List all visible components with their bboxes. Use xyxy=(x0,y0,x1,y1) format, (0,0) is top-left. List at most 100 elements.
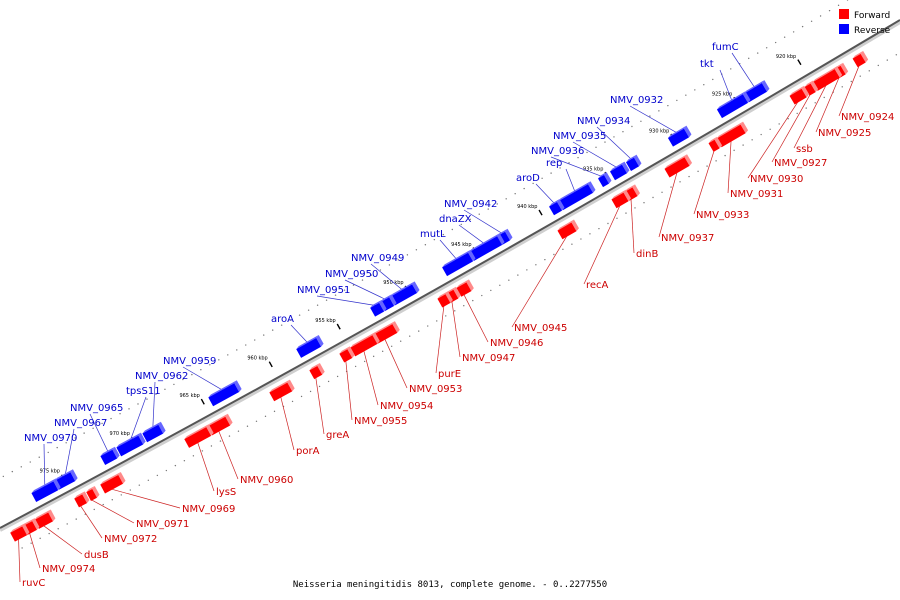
label-nmv-0955: NMV_0955 xyxy=(354,416,407,427)
gene-nmv-0965 xyxy=(100,446,120,465)
leader-nmv-0947 xyxy=(451,301,461,358)
leader-nmv-0971 xyxy=(91,499,135,524)
leader-nmv-0953 xyxy=(384,338,408,389)
kbp-label: 940 kbp xyxy=(517,204,537,210)
rail-dot xyxy=(553,253,555,256)
rail-dot xyxy=(236,349,238,351)
rail-dot xyxy=(841,86,843,88)
rail-dot xyxy=(846,0,849,1)
rail-dot xyxy=(523,187,525,190)
rail-dot xyxy=(325,299,328,301)
rail-dot xyxy=(697,170,699,173)
label-pora: porA xyxy=(296,446,320,457)
gene-rep xyxy=(558,181,596,211)
leader-nmv-0937 xyxy=(658,172,678,238)
label-reca: recA xyxy=(586,280,609,291)
rail-dot xyxy=(147,479,150,481)
rail-dot xyxy=(460,223,462,226)
rail-dot xyxy=(379,269,382,271)
label-nmv-0954: NMV_0954 xyxy=(380,401,433,412)
rail-dot xyxy=(146,398,148,400)
gene-nmv-0971 xyxy=(86,485,100,501)
rail-dot xyxy=(586,151,588,154)
leader-nmv-0969 xyxy=(111,488,181,509)
rail-dot xyxy=(289,319,292,321)
rail-dot xyxy=(652,196,654,199)
rail-dot xyxy=(38,456,40,458)
leader-grea xyxy=(315,377,325,435)
label-nmv-0965: NMV_0965 xyxy=(70,403,123,414)
rail-dot xyxy=(209,364,211,366)
rail-dot xyxy=(370,274,373,276)
label-nmv-0936: NMV_0936 xyxy=(531,146,584,157)
leader-arod xyxy=(535,183,556,205)
rail-dot xyxy=(191,373,193,376)
gene-fumc xyxy=(743,80,770,103)
legend-forward-swatch xyxy=(839,9,849,19)
rail-dot xyxy=(255,420,258,422)
label-nmv-0959: NMV_0959 xyxy=(163,356,216,367)
rail-dot xyxy=(300,395,303,398)
rail-dot xyxy=(886,59,888,61)
rail-dot xyxy=(280,324,283,326)
rail-dot xyxy=(155,393,157,395)
leader-nmv-0965 xyxy=(89,413,110,454)
rail-dot xyxy=(409,335,411,337)
rail-dot xyxy=(102,503,104,506)
genome-caption: Neisseria meningitidis 8013, complete ge… xyxy=(293,580,607,590)
rail-dot xyxy=(66,523,68,525)
gene-nmv-0970 xyxy=(31,478,61,502)
label-nmv-0945: NMV_0945 xyxy=(514,323,567,334)
rail-dot xyxy=(571,243,573,245)
rail-dot xyxy=(607,222,609,225)
rail-dot xyxy=(57,528,59,530)
label-nmv-0971: NMV_0971 xyxy=(136,519,189,530)
rail-dot xyxy=(454,310,456,312)
backbone-line xyxy=(0,19,900,529)
rail-dot xyxy=(237,430,240,432)
kbp-label: 975 kbp xyxy=(40,469,60,475)
rail-dot xyxy=(427,325,429,327)
label-nmv-0933: NMV_0933 xyxy=(696,210,749,221)
leader-tpss11 xyxy=(129,396,147,443)
leader-nmv-0933 xyxy=(693,150,715,215)
kbp-label: 950 kbp xyxy=(383,280,403,286)
rail-dot xyxy=(363,360,366,363)
leader-dinb xyxy=(630,199,635,254)
rail-dot xyxy=(742,144,744,146)
rail-dot xyxy=(2,475,5,478)
backbone xyxy=(0,19,900,532)
rail-dot xyxy=(895,54,898,56)
gene-nmv-0954 xyxy=(350,332,380,357)
rail-dot xyxy=(245,344,247,346)
rail-dot xyxy=(598,227,600,230)
rail-dot xyxy=(667,104,669,107)
rail-dot xyxy=(658,110,660,112)
leader-nmv-0945 xyxy=(511,235,568,328)
leader-nmv-0927 xyxy=(771,94,811,163)
rail-dot xyxy=(469,218,471,220)
leader-nmv-0949 xyxy=(370,263,404,292)
label-mutl: mutL xyxy=(420,229,446,240)
rail-dot xyxy=(110,417,112,420)
leader-nmv-0931 xyxy=(727,140,732,194)
rail-dot xyxy=(685,94,687,96)
gene-nmv-0945 xyxy=(557,219,579,240)
leader-nmv-0954 xyxy=(363,350,379,406)
leader-nmv-0946 xyxy=(463,294,489,343)
rail-dot xyxy=(436,320,438,322)
label-nmv-0949: NMV_0949 xyxy=(351,253,404,264)
rail-dot xyxy=(65,442,67,444)
rail-dot xyxy=(670,186,672,188)
rail-dot xyxy=(29,461,31,463)
rail-dot xyxy=(715,160,717,162)
gene-features xyxy=(10,50,869,542)
rail-dot xyxy=(111,499,113,501)
rail-dot xyxy=(792,31,795,33)
kbp-label: 935 kbp xyxy=(583,166,603,172)
label-nmv-0946: NMV_0946 xyxy=(490,338,543,349)
rail-dot xyxy=(748,57,750,60)
rail-dot xyxy=(778,123,780,125)
rail-dot xyxy=(56,446,58,449)
kbp-label: 970 kbp xyxy=(110,431,130,437)
